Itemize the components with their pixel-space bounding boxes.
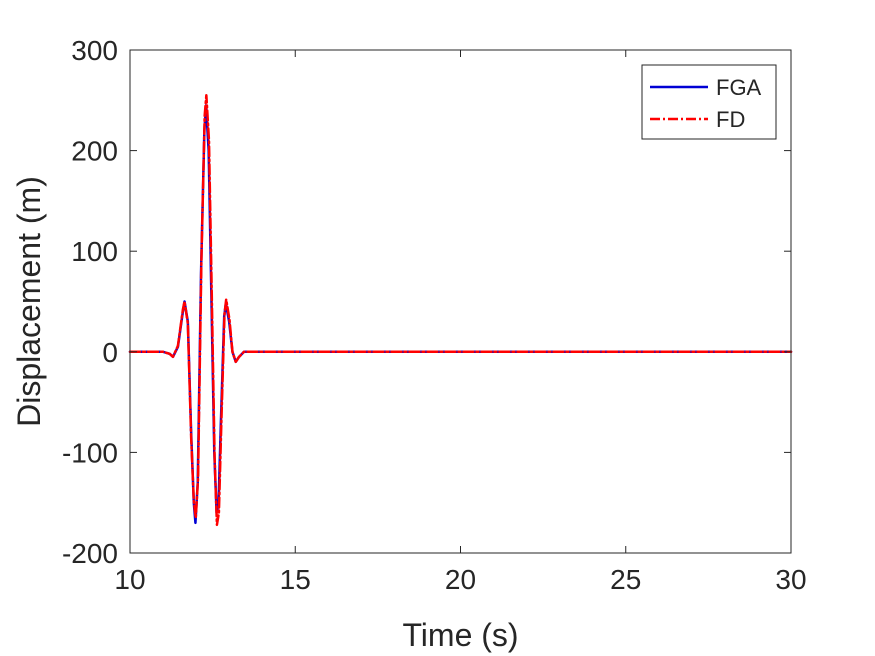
y-tick-label: 100 bbox=[71, 236, 118, 267]
y-axis-label: Displacement (m) bbox=[11, 176, 47, 427]
x-tick-label: 30 bbox=[775, 564, 806, 595]
x-tick-label: 25 bbox=[610, 564, 641, 595]
legend-label-fd: FD bbox=[716, 107, 745, 132]
x-tick-label: 15 bbox=[280, 564, 311, 595]
axes-box bbox=[129, 49, 792, 554]
y-tick-label: 300 bbox=[71, 35, 118, 66]
ticks-layer: 10 15 20 25 30 -200 -100 0 100 200 300 bbox=[62, 35, 807, 595]
x-tick-label: 20 bbox=[445, 564, 476, 595]
series-layer bbox=[128, 94, 793, 527]
legend-box bbox=[641, 64, 777, 140]
series-line-fd bbox=[128, 94, 793, 527]
y-tick-label: -100 bbox=[62, 437, 118, 468]
legend-label-fga: FGA bbox=[716, 75, 762, 100]
y-tick-label: 200 bbox=[71, 136, 118, 167]
y-tick-label: -200 bbox=[62, 538, 118, 569]
legend: FGA FD bbox=[641, 64, 777, 140]
y-tick-label: 0 bbox=[102, 337, 118, 368]
x-axis-label: Time (s) bbox=[402, 617, 518, 653]
x-tick-label: 10 bbox=[114, 564, 145, 595]
